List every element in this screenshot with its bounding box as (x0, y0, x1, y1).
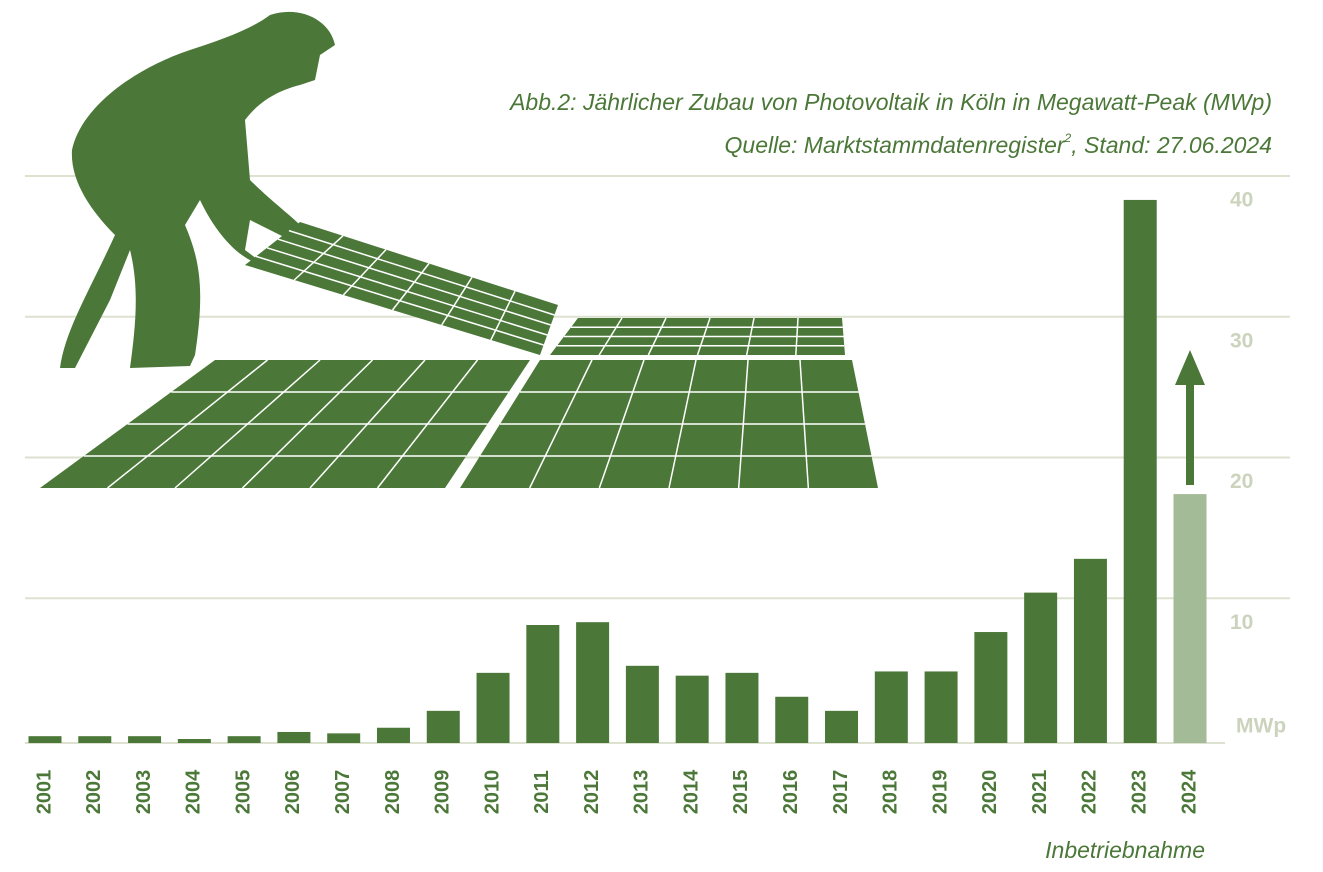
x-tick-label: 2011 (531, 770, 553, 813)
x-tick-label: 2022 (1079, 770, 1101, 815)
bar (78, 736, 111, 743)
x-tick-label: 2023 (1128, 770, 1150, 815)
y-axis-unit: MWp (1236, 715, 1286, 738)
chart-subtitle: Quelle: Marktstammdatenregister2, Stand:… (725, 131, 1272, 158)
x-tick-label: 2013 (631, 770, 653, 815)
bar (377, 728, 410, 743)
x-tick-label: 2005 (232, 770, 254, 815)
x-tick-label: 2015 (730, 770, 752, 815)
bar (327, 733, 360, 743)
bar (228, 736, 261, 743)
bar (427, 711, 460, 743)
x-tick-label: 2014 (680, 769, 702, 814)
bar (1174, 494, 1207, 743)
y-tick-label: 40 (1230, 189, 1253, 212)
bar (875, 671, 908, 743)
x-tick-label: 2003 (133, 770, 155, 815)
chart-title: Abb.2: Jährlicher Zubau von Photovoltaik… (508, 89, 1272, 115)
x-tick-label: 2012 (581, 770, 603, 815)
person-silhouette (60, 12, 335, 368)
bar (626, 666, 659, 743)
x-tick-label: 2020 (979, 770, 1001, 815)
x-tick-label: 2019 (929, 770, 951, 815)
x-tick-label: 2007 (332, 770, 354, 815)
x-axis-label: Inbetriebnahme (1045, 837, 1205, 863)
x-tick-label: 2017 (830, 770, 852, 815)
y-tick-label: 30 (1230, 329, 1253, 352)
bar (825, 711, 858, 743)
subtitle-text: Quelle: Marktstammdatenregister (725, 132, 1066, 158)
y-tick-label: 10 (1230, 611, 1253, 634)
x-tick-label: 2008 (382, 770, 404, 815)
bar (178, 739, 211, 743)
bar (1024, 593, 1057, 743)
y-tick-label: 20 (1230, 470, 1253, 493)
illustration (40, 12, 878, 488)
bar (477, 673, 510, 743)
bar (775, 697, 808, 743)
bar (128, 736, 161, 743)
arrow-head (1175, 350, 1205, 385)
bar (725, 673, 758, 743)
bar (576, 622, 609, 743)
x-tick-label: 2016 (780, 770, 802, 815)
bar (277, 732, 310, 743)
bar (526, 625, 559, 743)
x-tick-label: 2021 (1029, 770, 1051, 815)
bar (1074, 559, 1107, 743)
x-tick-label: 2018 (880, 770, 902, 815)
x-tick-label: 2004 (183, 769, 205, 814)
x-tick-label: 2024 (1178, 769, 1200, 814)
x-tick-label: 2009 (432, 770, 454, 815)
x-tick-label: 2001 (33, 770, 55, 815)
chart: Abb.2: Jährlicher Zubau von Photovoltaik… (0, 0, 1323, 867)
bar (1124, 200, 1157, 743)
bar (974, 632, 1007, 743)
bar (925, 671, 958, 743)
bar (29, 736, 62, 743)
bar (676, 676, 709, 743)
trend-arrow (1175, 350, 1205, 485)
x-tick-label: 2010 (481, 770, 503, 815)
x-tick-label: 2002 (83, 770, 105, 815)
subtitle-end: , Stand: 27.06.2024 (1071, 132, 1272, 158)
x-tick-label: 2006 (282, 770, 304, 815)
